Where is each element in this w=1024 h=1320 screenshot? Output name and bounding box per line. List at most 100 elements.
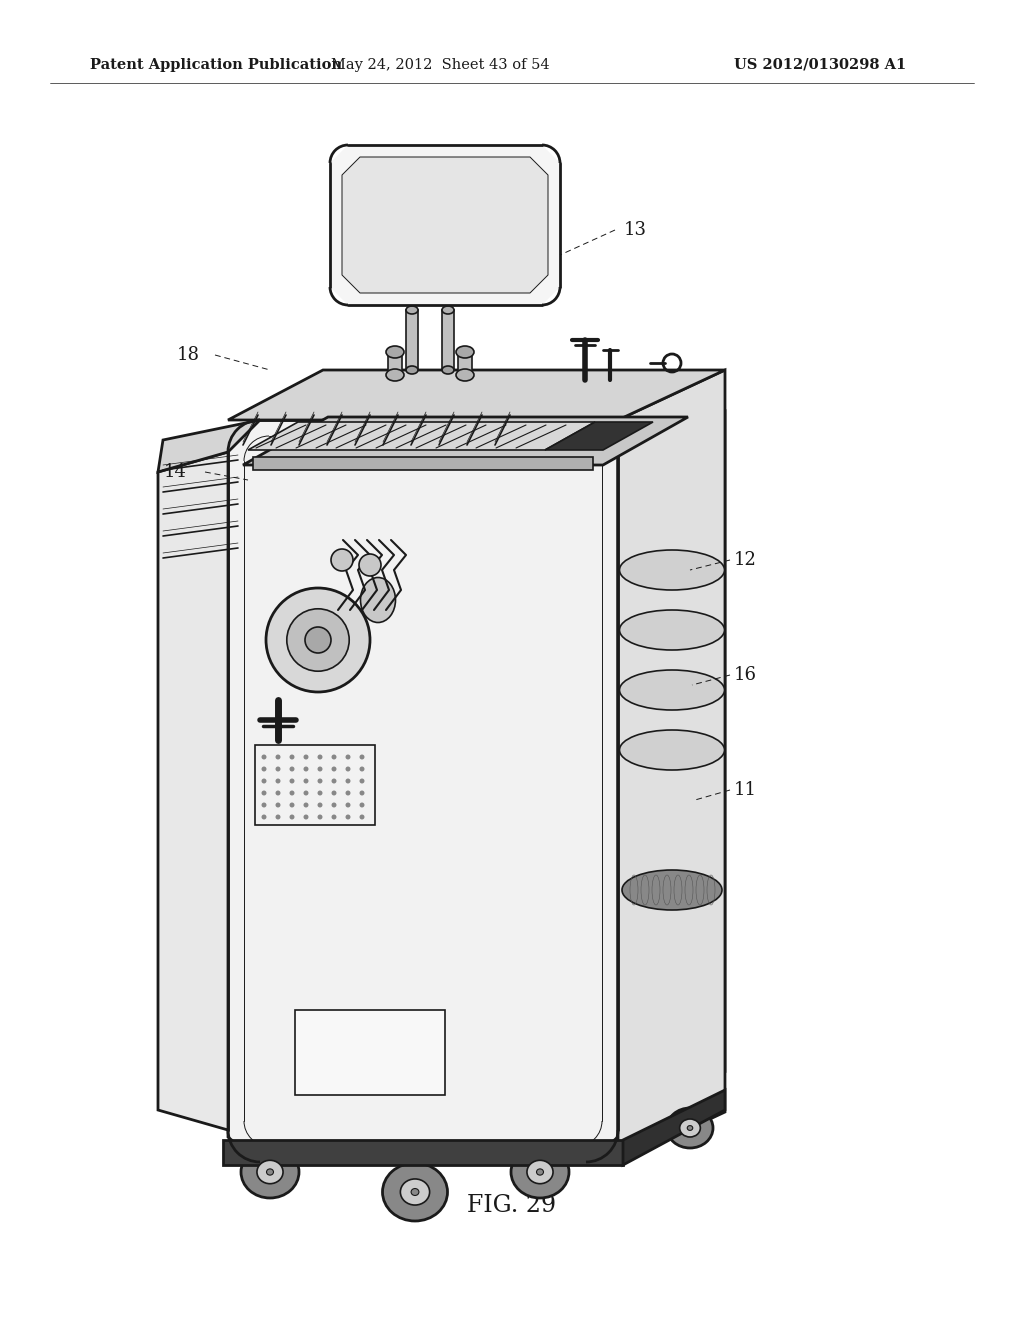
Ellipse shape xyxy=(442,366,454,374)
Ellipse shape xyxy=(527,1160,553,1184)
Text: 16: 16 xyxy=(733,667,757,684)
Ellipse shape xyxy=(317,779,323,784)
Ellipse shape xyxy=(303,791,308,796)
Ellipse shape xyxy=(345,755,350,759)
Ellipse shape xyxy=(359,814,365,820)
Ellipse shape xyxy=(345,791,350,796)
Ellipse shape xyxy=(303,767,308,771)
Ellipse shape xyxy=(275,779,281,784)
Ellipse shape xyxy=(290,779,295,784)
Ellipse shape xyxy=(359,755,365,759)
Ellipse shape xyxy=(290,767,295,771)
Ellipse shape xyxy=(275,767,281,771)
Text: May 24, 2012  Sheet 43 of 54: May 24, 2012 Sheet 43 of 54 xyxy=(331,58,549,73)
Text: 13: 13 xyxy=(624,220,646,239)
Ellipse shape xyxy=(332,779,337,784)
Ellipse shape xyxy=(290,791,295,796)
Ellipse shape xyxy=(261,767,266,771)
Ellipse shape xyxy=(359,803,365,808)
Polygon shape xyxy=(458,355,472,375)
Polygon shape xyxy=(223,1140,623,1166)
Ellipse shape xyxy=(400,1179,430,1205)
Polygon shape xyxy=(253,457,593,470)
Ellipse shape xyxy=(667,1107,713,1148)
Ellipse shape xyxy=(261,755,266,759)
Text: 14: 14 xyxy=(164,463,186,480)
Ellipse shape xyxy=(360,578,395,623)
Polygon shape xyxy=(603,385,725,1162)
Ellipse shape xyxy=(261,814,266,820)
Ellipse shape xyxy=(275,814,281,820)
Polygon shape xyxy=(442,310,454,370)
Ellipse shape xyxy=(345,814,350,820)
Text: 11: 11 xyxy=(733,781,757,799)
Ellipse shape xyxy=(620,730,725,770)
Polygon shape xyxy=(295,1010,445,1096)
Ellipse shape xyxy=(620,671,725,710)
Ellipse shape xyxy=(241,1146,299,1199)
Ellipse shape xyxy=(359,767,365,771)
Ellipse shape xyxy=(257,1160,283,1184)
Ellipse shape xyxy=(680,1119,700,1137)
Ellipse shape xyxy=(511,1146,569,1199)
Ellipse shape xyxy=(456,370,474,381)
Ellipse shape xyxy=(406,366,418,374)
Ellipse shape xyxy=(317,803,323,808)
Ellipse shape xyxy=(411,1188,419,1196)
Ellipse shape xyxy=(261,803,266,808)
Ellipse shape xyxy=(537,1170,544,1175)
Polygon shape xyxy=(330,145,560,305)
Ellipse shape xyxy=(317,814,323,820)
Polygon shape xyxy=(228,370,725,420)
Ellipse shape xyxy=(317,755,323,759)
Polygon shape xyxy=(623,1090,725,1166)
Ellipse shape xyxy=(303,755,308,759)
Polygon shape xyxy=(158,451,228,1130)
Ellipse shape xyxy=(290,755,295,759)
Text: 12: 12 xyxy=(733,550,757,569)
Polygon shape xyxy=(406,310,418,370)
Ellipse shape xyxy=(266,1170,273,1175)
Ellipse shape xyxy=(290,814,295,820)
Polygon shape xyxy=(243,417,688,465)
Ellipse shape xyxy=(305,627,331,653)
Polygon shape xyxy=(342,157,548,293)
Ellipse shape xyxy=(261,779,266,784)
Ellipse shape xyxy=(620,610,725,649)
Ellipse shape xyxy=(332,791,337,796)
Ellipse shape xyxy=(406,306,418,314)
Ellipse shape xyxy=(287,609,349,671)
Ellipse shape xyxy=(303,814,308,820)
Ellipse shape xyxy=(331,549,353,572)
Ellipse shape xyxy=(332,803,337,808)
Ellipse shape xyxy=(345,779,350,784)
Ellipse shape xyxy=(687,1126,693,1130)
Ellipse shape xyxy=(345,767,350,771)
Ellipse shape xyxy=(359,554,381,576)
Ellipse shape xyxy=(359,779,365,784)
Polygon shape xyxy=(388,355,402,375)
Ellipse shape xyxy=(456,346,474,358)
Ellipse shape xyxy=(317,767,323,771)
Ellipse shape xyxy=(303,779,308,784)
Ellipse shape xyxy=(622,870,722,909)
Ellipse shape xyxy=(290,803,295,808)
Ellipse shape xyxy=(266,587,370,692)
Text: 18: 18 xyxy=(176,346,200,364)
Ellipse shape xyxy=(275,803,281,808)
Polygon shape xyxy=(158,420,260,473)
Text: US 2012/0130298 A1: US 2012/0130298 A1 xyxy=(734,58,906,73)
Polygon shape xyxy=(248,422,595,450)
Ellipse shape xyxy=(345,803,350,808)
Text: Patent Application Publication: Patent Application Publication xyxy=(90,58,342,73)
Polygon shape xyxy=(228,420,618,1162)
Ellipse shape xyxy=(386,370,404,381)
Ellipse shape xyxy=(383,1163,447,1221)
Ellipse shape xyxy=(332,814,337,820)
Ellipse shape xyxy=(620,550,725,590)
Ellipse shape xyxy=(275,755,281,759)
Ellipse shape xyxy=(332,767,337,771)
Polygon shape xyxy=(545,422,653,450)
Ellipse shape xyxy=(332,755,337,759)
Ellipse shape xyxy=(442,306,454,314)
